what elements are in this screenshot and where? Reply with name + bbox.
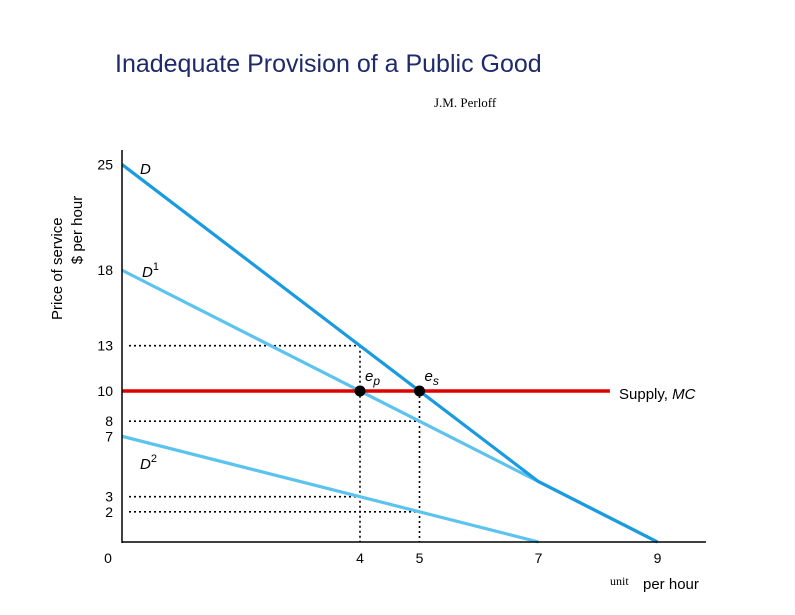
series-line-d2 <box>121 434 539 544</box>
y-axis-label-line2: $ per hour <box>69 196 86 264</box>
curve-label-d2: D2 <box>140 453 157 473</box>
y-tick-label-18: 18 <box>97 262 113 278</box>
equilibrium-label-ep: ep <box>365 368 380 388</box>
x-tick-label-9: 9 <box>654 550 662 566</box>
equilibrium-point-es <box>414 385 425 397</box>
x-tick-label-5: 5 <box>416 550 424 566</box>
x-axis-label-unit: unit <box>610 574 629 588</box>
curves <box>121 163 659 544</box>
x-tick-label-7: 7 <box>535 550 543 566</box>
y-tick-label-3: 3 <box>105 489 113 505</box>
x-tick-label-4: 4 <box>356 550 364 566</box>
guide-lines <box>129 344 421 542</box>
slide-title: Inadequate Provision of a Public Good <box>115 50 542 78</box>
series-line-d <box>121 163 659 544</box>
x-axis-label-rest: per hour <box>643 576 699 593</box>
equilibrium-label-es: es <box>425 368 439 388</box>
y-axis-label-line1: Price of service <box>49 217 66 320</box>
y-tick-label-8: 8 <box>105 413 113 429</box>
curve-label-d1: D1 <box>142 261 159 281</box>
y-tick-label-2: 2 <box>105 504 113 520</box>
curve-labels: D D1 D2 Supply, MC <box>140 161 696 473</box>
curve-label-d: D <box>140 161 151 178</box>
equilibrium-point-ep <box>354 385 366 397</box>
curve-label-supply-mc: Supply, MC <box>619 386 696 403</box>
y-tick-label-7: 7 <box>105 428 113 444</box>
axes <box>121 150 706 543</box>
y-tick-label-13: 13 <box>97 338 113 354</box>
y-tick-label-25: 25 <box>97 157 113 173</box>
y-tick-label-10: 10 <box>97 383 113 399</box>
x-tick-label-0: 0 <box>104 550 112 566</box>
author-credit: J.M. Perloff <box>434 95 497 110</box>
